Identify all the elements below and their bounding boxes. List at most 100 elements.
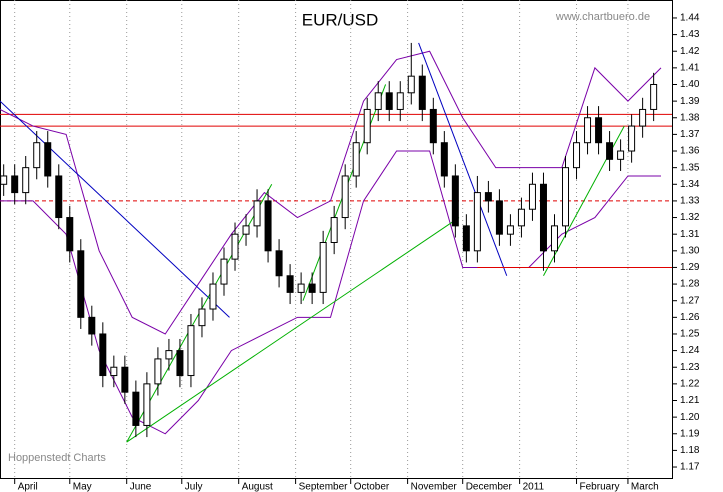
candle-body <box>628 125 636 152</box>
candle-body <box>341 175 349 219</box>
candle-body <box>121 366 129 393</box>
candle-body <box>385 92 393 110</box>
y-tick-label: 1.40 <box>680 79 700 90</box>
candle-body <box>319 241 327 293</box>
candle-body <box>573 142 581 169</box>
y-tick-label: 1.38 <box>680 112 700 123</box>
candle-body <box>473 192 481 252</box>
y-tick-label: 1.43 <box>680 29 700 40</box>
candle-body <box>187 325 195 377</box>
candle-body <box>0 175 8 185</box>
candle-body <box>429 108 437 144</box>
trend-line <box>126 217 460 443</box>
x-tick-label: March <box>631 482 659 492</box>
x-tick-label: June <box>130 482 152 492</box>
candle-body <box>143 383 151 426</box>
candle-body <box>297 283 305 293</box>
trend-line <box>0 100 230 318</box>
y-tick-label: 1.32 <box>680 212 700 223</box>
candle-body <box>110 366 118 377</box>
candle-body <box>99 333 107 377</box>
candle-body <box>650 83 658 110</box>
x-tick-label: September <box>299 482 349 492</box>
y-tick-label: 1.44 <box>680 13 700 24</box>
trend-line <box>418 42 508 276</box>
candle-body <box>374 92 382 110</box>
y-tick-label: 1.23 <box>680 362 700 373</box>
y-tick-label: 1.20 <box>680 412 700 423</box>
y-tick-label: 1.42 <box>680 46 700 57</box>
y-tick-label: 1.28 <box>680 279 700 290</box>
y-tick-label: 1.37 <box>680 129 700 140</box>
candle-body <box>308 283 316 293</box>
y-tick-label: 1.31 <box>680 229 700 240</box>
candle-body <box>11 175 19 194</box>
x-tick-label: August <box>242 482 273 492</box>
y-tick-label: 1.21 <box>680 395 700 406</box>
y-tick-label: 1.26 <box>680 312 700 323</box>
candle-body <box>88 316 96 335</box>
candle-body <box>132 391 140 426</box>
x-tick-label: November <box>411 482 458 492</box>
candle-body <box>330 217 338 243</box>
y-tick-label: 1.39 <box>680 96 700 107</box>
candle-body <box>165 350 173 360</box>
chart-title: EUR/USD <box>302 10 379 29</box>
y-tick-label: 1.30 <box>680 245 700 256</box>
y-tick-label: 1.17 <box>680 462 700 473</box>
y-tick-label: 1.34 <box>680 179 700 190</box>
candle-body <box>528 183 536 210</box>
candle-body <box>77 250 85 318</box>
candle-body <box>495 200 503 235</box>
candle-body <box>22 167 30 194</box>
candle-body <box>484 192 492 202</box>
candle-body <box>242 225 250 235</box>
band-line <box>0 150 661 435</box>
candle-body <box>264 200 272 252</box>
y-tick-label: 1.33 <box>680 196 700 207</box>
candle-body <box>407 75 415 94</box>
y-tick-label: 1.24 <box>680 345 700 356</box>
candle-body <box>396 92 404 110</box>
x-tick-label: May <box>73 482 92 492</box>
candle-body <box>55 175 63 219</box>
candle-body <box>66 217 74 252</box>
candle-body <box>286 275 294 293</box>
candle-body <box>539 183 547 252</box>
candle-body <box>352 142 360 177</box>
candle-body <box>154 358 162 385</box>
candle-body <box>606 142 614 160</box>
x-tick-label: July <box>185 482 203 492</box>
x-tick-label: December <box>466 482 513 492</box>
x-tick-label: October <box>354 482 390 492</box>
candle-body <box>176 350 184 377</box>
candle-body <box>33 142 41 169</box>
y-tick-label: 1.18 <box>680 445 700 456</box>
candle-body <box>440 142 448 177</box>
y-tick-label: 1.35 <box>680 162 700 173</box>
candle-body <box>209 283 217 310</box>
candle-body <box>550 225 558 252</box>
candle-body <box>451 175 459 227</box>
source-label: www.chartbuero.de <box>555 11 650 23</box>
candle-body <box>517 208 525 227</box>
x-tick-label: April <box>18 482 38 492</box>
candle-body <box>418 75 426 110</box>
candle-body <box>639 108 647 127</box>
y-tick-label: 1.36 <box>680 146 700 157</box>
y-tick-label: 1.19 <box>680 428 700 439</box>
y-tick-label: 1.29 <box>680 262 700 273</box>
candle-body <box>231 233 239 260</box>
candle-body <box>562 167 570 227</box>
candle-body <box>253 200 261 227</box>
candle-body <box>595 117 603 144</box>
y-tick-label: 1.27 <box>680 295 700 306</box>
band-line <box>0 50 662 335</box>
candle-body <box>363 108 371 144</box>
candle-body <box>584 117 592 144</box>
candle-body <box>198 308 206 327</box>
credit-label: Hoppenstedt Charts <box>8 452 106 464</box>
y-tick-label: 1.41 <box>680 62 700 73</box>
y-tick-label: 1.25 <box>680 329 700 340</box>
